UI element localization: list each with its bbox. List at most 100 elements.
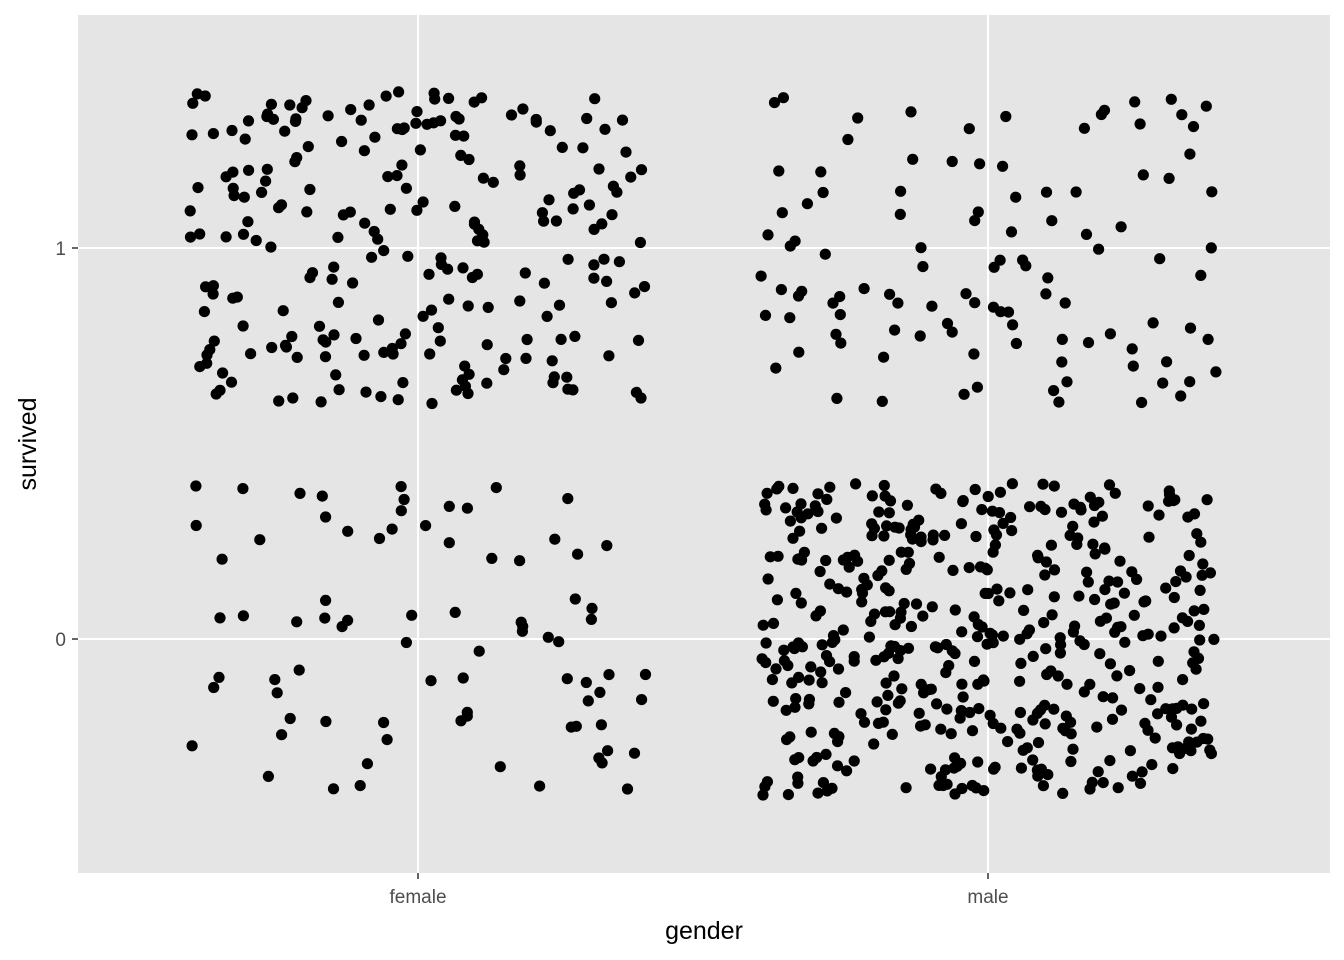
data-point (1160, 703, 1172, 715)
data-point (279, 125, 291, 137)
data-point (762, 229, 774, 241)
data-point (1191, 736, 1203, 748)
data-point (1014, 675, 1026, 687)
data-point (605, 297, 618, 309)
data-point (1191, 528, 1203, 540)
data-point (1188, 508, 1201, 520)
data-point (245, 348, 257, 360)
data-point (302, 141, 314, 153)
data-point (387, 348, 399, 360)
data-point (820, 554, 832, 567)
data-point (882, 647, 895, 660)
data-point (277, 305, 289, 317)
data-point (220, 171, 232, 183)
data-point (910, 598, 923, 610)
data-point (1184, 376, 1196, 388)
data-point (768, 97, 781, 109)
data-point (621, 783, 634, 795)
data-point (834, 309, 846, 321)
data-point (601, 540, 613, 552)
data-point (225, 376, 238, 388)
data-point (1070, 186, 1082, 198)
data-point (1081, 566, 1093, 578)
data-point (514, 169, 526, 181)
data-point (933, 551, 945, 563)
data-point (757, 789, 769, 801)
data-point (596, 757, 608, 769)
data-point (625, 171, 637, 183)
data-point (755, 270, 767, 282)
data-point (372, 314, 385, 326)
data-point (884, 606, 896, 618)
data-point (320, 594, 332, 607)
data-point (976, 504, 988, 516)
data-point (1157, 377, 1169, 389)
data-point (457, 262, 469, 274)
data-point (190, 480, 202, 492)
data-point (378, 716, 390, 729)
data-point (987, 546, 999, 558)
data-point (1075, 504, 1087, 516)
data-point (886, 728, 898, 741)
data-point (1037, 478, 1049, 490)
data-point (883, 507, 895, 519)
data-point (1078, 686, 1090, 698)
data-point (336, 135, 348, 148)
data-point (269, 674, 281, 686)
data-point (760, 637, 772, 649)
data-point (332, 296, 344, 308)
data-point (1048, 591, 1060, 603)
data-point (771, 594, 784, 606)
data-point (192, 182, 204, 194)
data-point (971, 381, 984, 393)
data-point (816, 639, 828, 651)
data-point (200, 281, 212, 293)
data-point (449, 129, 462, 141)
data-point (1146, 759, 1158, 771)
data-point (242, 216, 254, 228)
data-point (216, 553, 228, 565)
data-point (514, 295, 526, 307)
data-point (1015, 762, 1027, 774)
data-point (588, 223, 600, 235)
data-point (1078, 122, 1090, 134)
data-point (826, 782, 838, 794)
data-point (541, 310, 553, 322)
data-point (1115, 704, 1128, 716)
data-point (1040, 288, 1052, 300)
data-point (1067, 520, 1079, 532)
data-point (226, 124, 238, 137)
data-point (1084, 491, 1096, 503)
data-point (914, 330, 926, 342)
data-point (261, 163, 273, 175)
data-point (994, 486, 1007, 498)
data-point (373, 532, 386, 545)
data-point (358, 145, 370, 157)
data-point (848, 655, 860, 667)
data-point (1200, 100, 1212, 112)
data-point (782, 789, 795, 801)
data-point (883, 554, 895, 566)
data-point (386, 523, 398, 535)
data-point (803, 674, 815, 686)
data-point (316, 490, 328, 502)
data-point (635, 164, 648, 176)
data-point (198, 306, 210, 318)
data-point (184, 205, 196, 217)
data-point (1193, 619, 1205, 632)
data-point (603, 350, 615, 362)
data-point (815, 666, 827, 678)
data-point (442, 263, 454, 275)
data-point (1093, 243, 1105, 255)
data-point (634, 236, 647, 249)
data-point (784, 515, 797, 527)
data-point (214, 612, 226, 624)
data-point (291, 616, 303, 628)
data-point (184, 231, 197, 243)
data-point (481, 339, 493, 351)
data-point (1154, 253, 1166, 265)
data-point (884, 288, 896, 300)
data-point (982, 490, 994, 503)
data-point (1185, 745, 1197, 757)
data-point (1106, 713, 1119, 725)
